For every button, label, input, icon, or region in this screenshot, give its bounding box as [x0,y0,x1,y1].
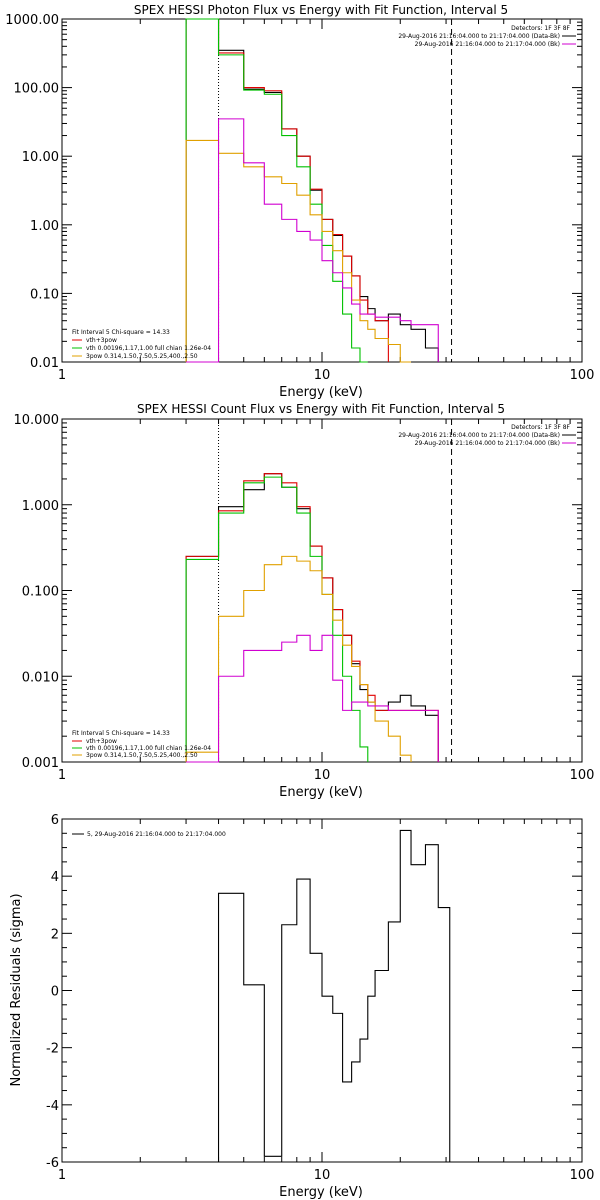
legend-entry-label: vth 0.00196,1.17,1.00 full chian 1.26e-0… [86,345,211,352]
legend-heading: Detectors: 1F 3F 8F [511,424,570,431]
x-tick-label: 100 [570,1168,595,1183]
y-tick-label: 0.10 [30,287,59,302]
y-tick-label: -6 [46,1156,59,1171]
legend-entry-label: vth 0.00196,1.17,1.00 full chian 1.26e-0… [86,745,211,752]
x-tick-label: 1 [58,368,66,383]
legend: 5, 29-Aug-2016 21:16:04.000 to 21:17:04.… [72,831,226,838]
x-tick-label: 1 [58,768,66,783]
x-axis-label: Energy (keV) [279,1185,363,1200]
fit_total-histogram [185,473,439,762]
chart-title: SPEX HESSI Photon Flux vs Energy with Fi… [134,3,508,17]
legend-fit: Fit Interval 5 Chi-square = 14.33 vth+3p… [72,329,211,360]
x-tick-label: 100 [570,768,595,783]
legend-entry-label: 29-Aug-2016 21:16:04.000 to 21:17:04.000… [398,33,560,40]
legend-top: Detectors: 1F 3F 8F 29-Aug-2016 21:16:04… [398,424,576,447]
axis-ticks: 1 10 100 -6 -4 -2 0 2 4 6 [46,813,594,1183]
series-group [217,829,451,1162]
legend-entry-label: 3pow 0.314,1.50,7.50,5.25,400.,2.50 [86,353,198,360]
residuals-histogram [217,829,451,1162]
legend-entry-label: vth+3pow [86,337,117,344]
photon-flux-panel: SPEX HESSI Photon Flux vs Energy with Fi… [5,3,594,400]
reference-lines [218,19,453,362]
y-tick-label: 0.100 [22,585,59,600]
series-group [185,473,439,763]
y-tick-label: 0.01 [30,356,59,371]
data_bk-histogram [185,18,439,362]
y-tick-label: 4 [51,870,59,885]
powerlaw-histogram [185,555,412,762]
legend-entry-label: 29-Aug-2016 21:16:04.000 to 21:17:04.000… [398,432,560,439]
powerlaw-histogram [185,139,412,363]
x-tick-label: 10 [314,768,331,783]
legend-entry-label: vth+3pow [86,738,117,745]
y-tick-label: 6 [51,813,59,828]
count-flux-panel: SPEX HESSI Count Flux vs Energy with Fit… [14,402,595,800]
chart-title: SPEX HESSI Count Flux vs Energy with Fit… [137,402,505,416]
y-tick-label: 2 [51,927,59,942]
legend-entry-label: 5, 29-Aug-2016 21:16:04.000 to 21:17:04.… [87,831,226,838]
y-tick-label: 1000.00 [5,13,59,28]
fit_total-histogram [185,18,389,362]
axis-ticks: 1 10 100 0.01 0.10 1.00 10.00 100.00 1000.00 [5,13,594,383]
thermal-histogram [185,18,368,363]
background-histogram [186,634,439,763]
x-tick-label: 100 [570,368,595,383]
x-tick-label: 10 [314,368,331,383]
legend-heading: Fit Interval 5 Chi-square = 14.33 [72,329,170,336]
axis-ticks: 1 10 100 0.001 0.010 0.100 1.000 10.000 [14,413,595,783]
y-tick-label: 10.00 [22,150,59,165]
x-tick-label: 1 [58,1168,66,1183]
background-histogram [186,118,439,363]
series-group [185,18,439,363]
y-tick-label: 1.000 [22,499,59,514]
y-tick-label: 0.010 [22,670,59,685]
legend-heading: Detectors: 1F 3F 8F [511,25,570,32]
y-tick-label: 1.00 [30,219,59,234]
x-axis-label: Energy (keV) [279,785,363,800]
y-tick-label: 0.001 [22,756,59,771]
thermal-histogram [185,476,369,762]
y-tick-label: 10.000 [14,413,60,428]
data_bk-histogram [185,473,439,762]
legend-entry-label: 3pow 0.314,1.50,7.50,5.25,400.,2.50 [86,752,198,759]
y-axis-label: Normalized Residuals (sigma) [9,893,24,1086]
legend-heading: Fit Interval 5 Chi-square = 14.33 [72,730,170,737]
x-tick-label: 10 [314,1168,331,1183]
residuals-panel: 1 10 100 -6 -4 -2 0 2 4 6 Energy (keV) Normalized… [9,813,594,1200]
y-tick-label: -2 [46,1042,59,1057]
legend-entry-label: 29-Aug-2016 21:16:04.000 to 21:17:04.000… [415,440,560,447]
x-axis-label: Energy (keV) [279,385,363,400]
y-tick-label: -4 [46,1099,59,1114]
y-tick-label: 0 [51,985,59,1000]
legend-top: Detectors: 1F 3F 8F 29-Aug-2016 21:16:04… [398,25,576,48]
legend-fit: Fit Interval 5 Chi-square = 14.33 vth+3p… [72,730,211,759]
y-tick-label: 100.00 [14,82,60,97]
legend-entry-label: 29-Aug-2016 21:16:04.000 to 21:17:04.000… [415,41,560,48]
